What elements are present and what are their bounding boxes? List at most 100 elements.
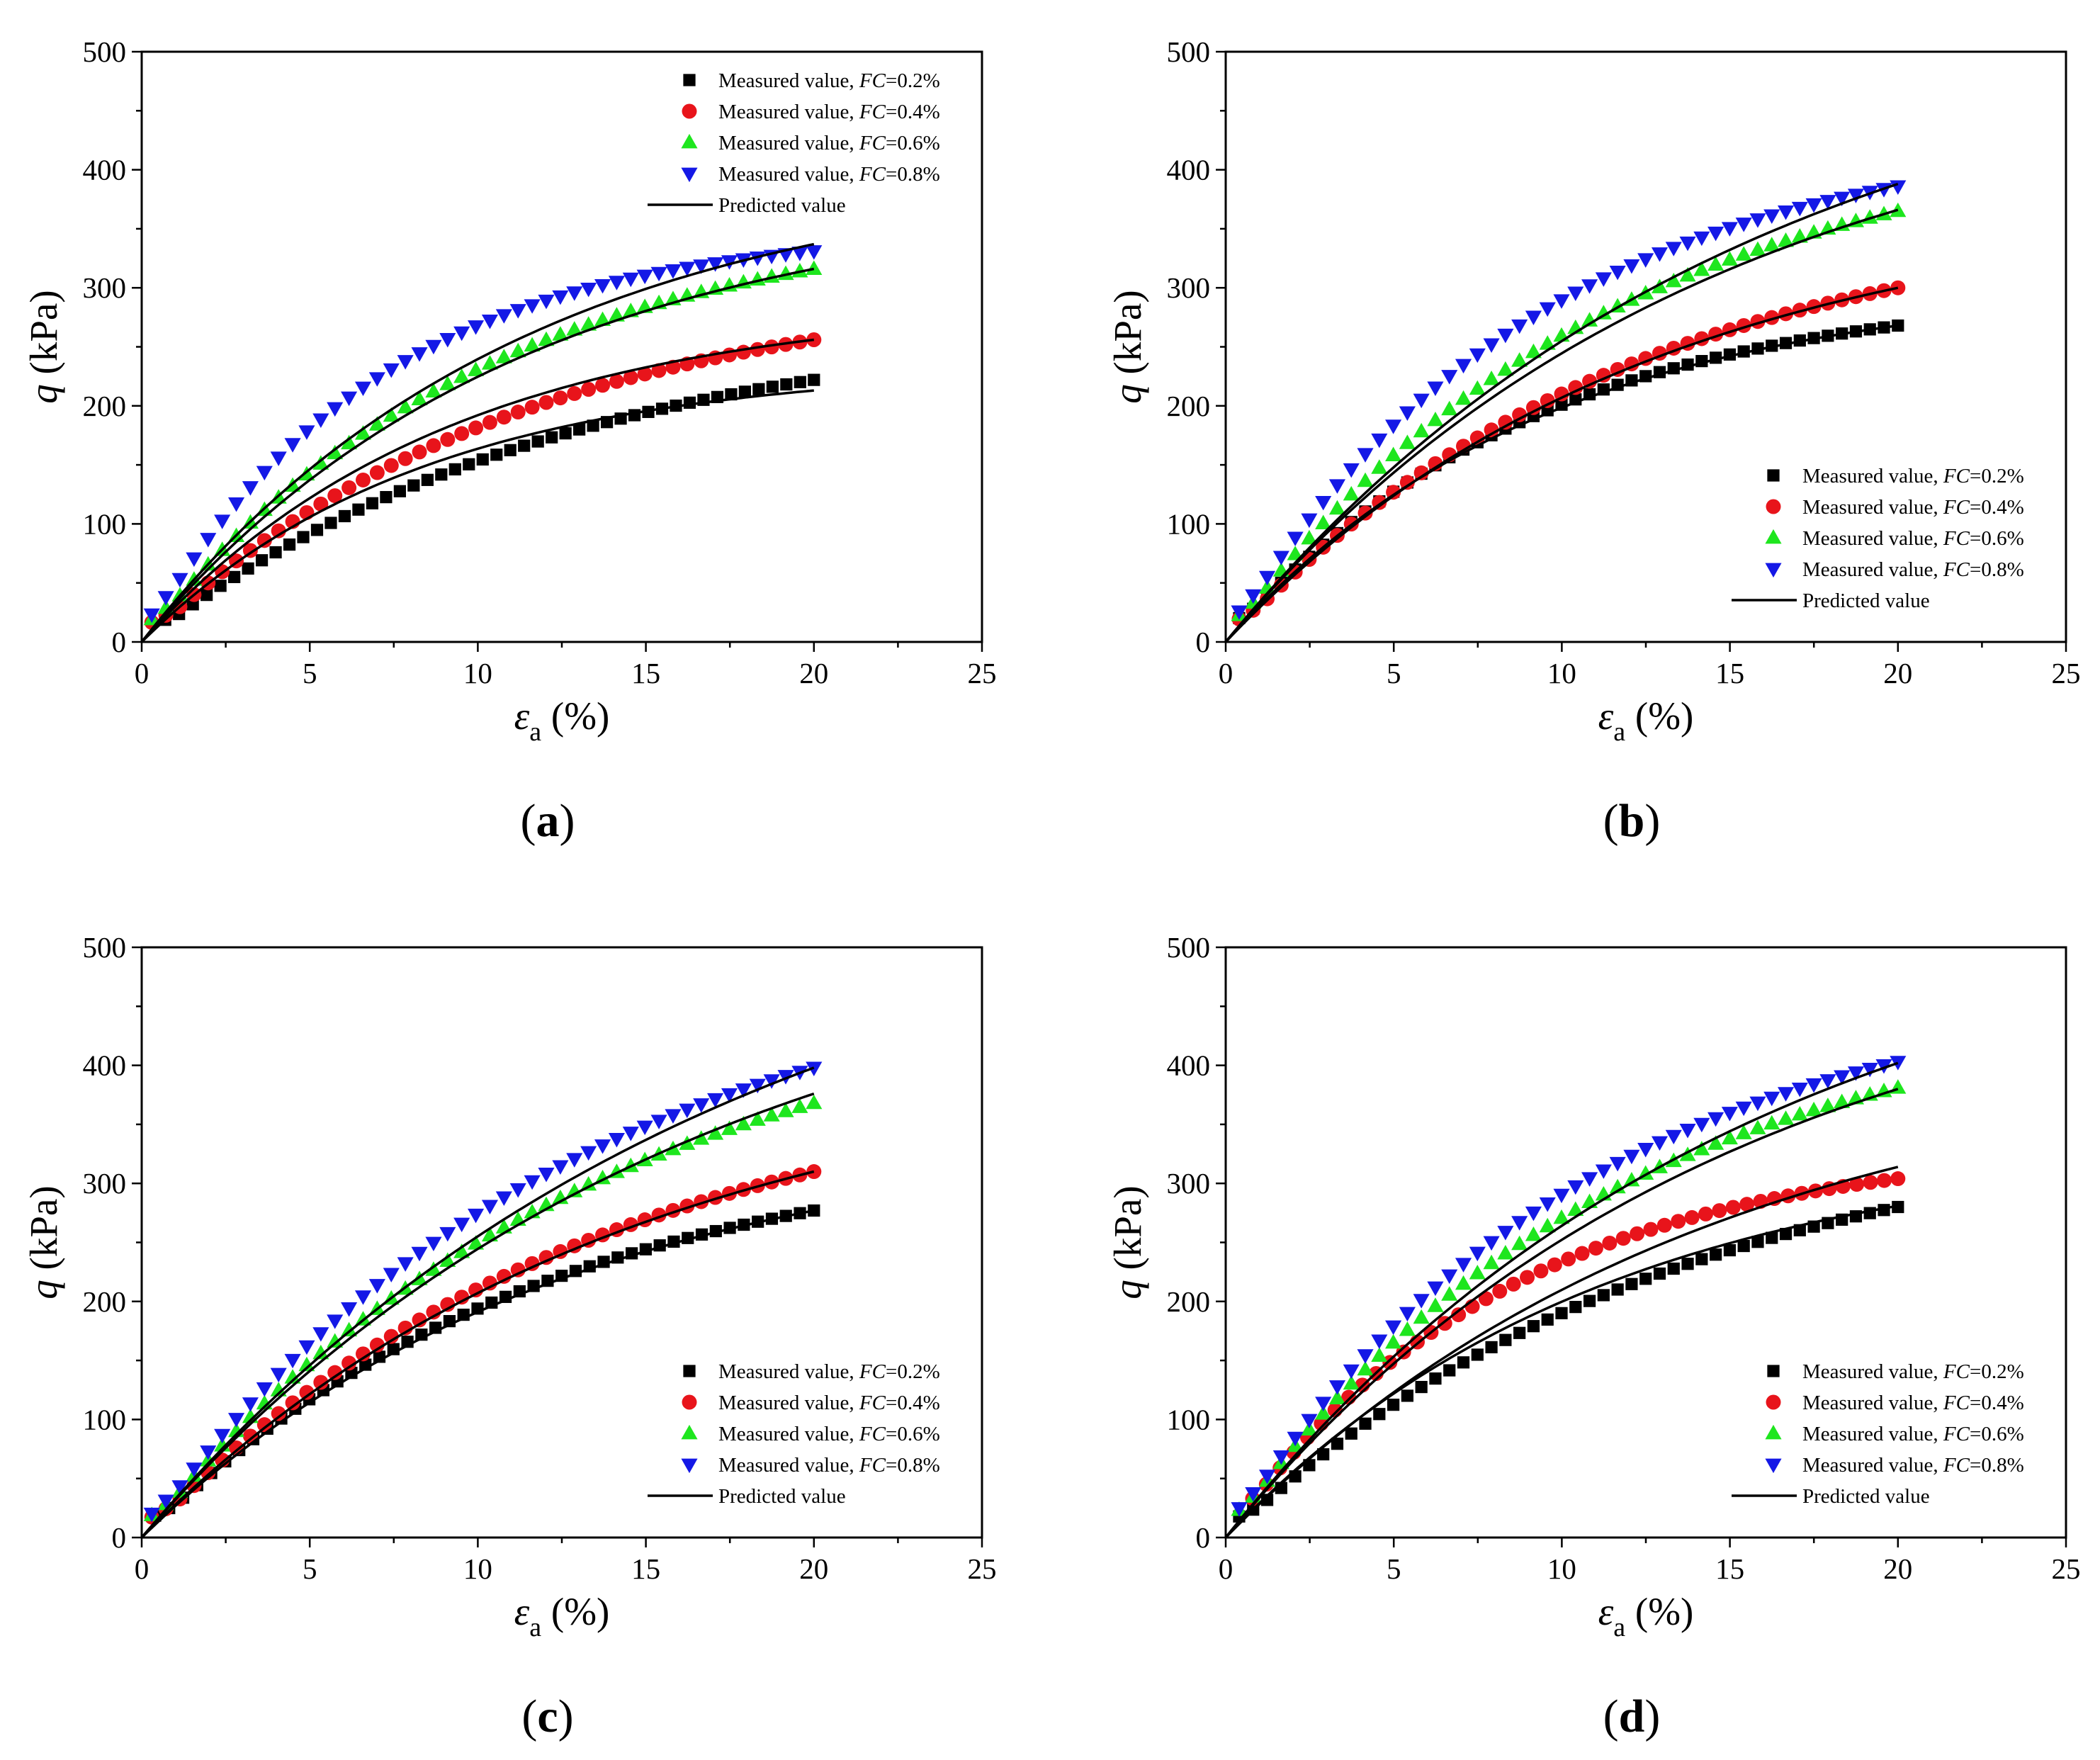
data-point (679, 261, 696, 277)
data-point (1615, 1231, 1631, 1246)
data-point (284, 1369, 301, 1384)
data-point (341, 1302, 358, 1317)
data-point (1525, 400, 1541, 415)
data-point (1385, 1333, 1402, 1349)
data-point (352, 503, 365, 516)
data-point (1499, 1333, 1512, 1346)
x-tick-label: 10 (463, 1552, 492, 1585)
data-point (426, 1304, 441, 1320)
data-point (524, 299, 541, 314)
data-point (1819, 1074, 1836, 1089)
data-point (397, 451, 413, 466)
legend: Measured value, FC=0.2% Measured value, F… (648, 69, 940, 217)
data-point (1749, 1119, 1766, 1134)
data-point (1484, 422, 1499, 438)
data-point (369, 465, 385, 480)
data-point (764, 339, 779, 355)
data-point (201, 589, 213, 602)
data-point (242, 1397, 259, 1412)
x-tick-label: 25 (968, 1552, 997, 1585)
data-point (255, 554, 269, 567)
data-point (1357, 1360, 1374, 1376)
data-point (1287, 1431, 1304, 1447)
data-point (468, 320, 485, 335)
x-tick-label: 20 (799, 657, 828, 689)
data-point (1555, 1307, 1568, 1319)
x-tick-label: 0 (135, 1552, 149, 1585)
data-point (214, 514, 231, 529)
data-point (393, 485, 406, 497)
y-tick-label: 0 (112, 626, 127, 658)
data-point (1541, 1313, 1554, 1326)
plot-frame (1224, 50, 2067, 643)
data-point (721, 1088, 738, 1103)
data-point (780, 378, 793, 391)
data-point (509, 342, 526, 358)
data-point (524, 1175, 541, 1190)
data-point (1343, 1364, 1360, 1380)
data-point (271, 1406, 286, 1421)
data-point (327, 488, 343, 504)
data-point (186, 1462, 203, 1477)
data-point (622, 1127, 639, 1141)
data-point (538, 395, 554, 410)
data-point (256, 466, 273, 481)
data-point (1681, 1258, 1694, 1270)
data-point (468, 1208, 485, 1224)
data-point (284, 1353, 301, 1369)
data-point (214, 1428, 231, 1444)
data-point (1525, 343, 1542, 359)
data-point (1698, 1206, 1713, 1222)
data-point (380, 491, 393, 504)
legend-marker (682, 1394, 697, 1410)
data-point (1520, 1270, 1535, 1285)
data-point (622, 272, 639, 288)
data-point (567, 385, 582, 401)
data-point (157, 1494, 174, 1510)
plot-frame (140, 946, 983, 1539)
data-point (1272, 1450, 1289, 1465)
data-point (1749, 1096, 1766, 1112)
data-point (1357, 448, 1374, 463)
data-point (1315, 514, 1332, 529)
data-point (411, 1246, 428, 1262)
x-tick-label: 0 (1219, 1552, 1234, 1585)
data-point (791, 1098, 808, 1113)
data-point (1707, 256, 1724, 271)
data-point (1766, 1231, 1778, 1244)
data-point (1525, 1226, 1542, 1241)
x-tick-label: 5 (1387, 657, 1401, 689)
data-point (1623, 1171, 1640, 1187)
y-tick-label: 0 (1196, 1521, 1211, 1554)
data-point (1643, 1222, 1659, 1237)
data-point (1506, 1276, 1521, 1292)
data-point (481, 355, 499, 370)
data-point (1471, 1348, 1484, 1361)
data-point (256, 1382, 273, 1397)
legend-entry-predicted: Predicted value (1802, 1485, 1930, 1508)
data-point (573, 423, 586, 436)
data-point (324, 517, 337, 529)
data-point (608, 1133, 625, 1148)
legend-entry: Measured value, FC=0.2% (1802, 465, 2024, 487)
legend-marker (683, 1365, 696, 1377)
data-point (1763, 1091, 1780, 1107)
legend-entry: Measured value, FC=0.6% (718, 132, 940, 154)
data-point (1721, 1107, 1738, 1122)
data-point (200, 1445, 217, 1460)
data-point (298, 1340, 315, 1355)
data-point (354, 1290, 372, 1305)
data-point (806, 245, 823, 260)
data-point (566, 321, 583, 336)
data-point (531, 435, 544, 448)
predicted-curve (142, 389, 814, 642)
data-point (1512, 407, 1528, 422)
data-point (313, 1375, 329, 1390)
y-tick-label: 100 (1167, 507, 1211, 540)
data-point (1511, 1216, 1528, 1231)
data-point (1469, 1246, 1486, 1262)
data-point (270, 1382, 287, 1397)
data-point (524, 400, 540, 415)
data-point (806, 1094, 823, 1110)
data-point (1328, 1389, 1346, 1405)
